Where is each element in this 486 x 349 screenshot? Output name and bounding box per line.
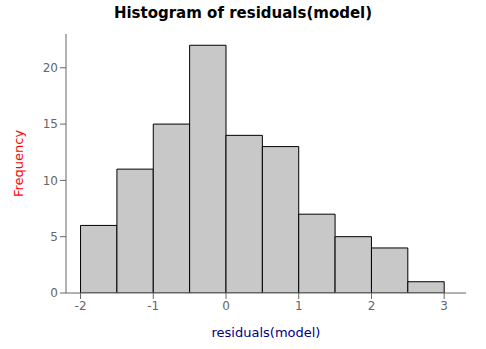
svg-text:5: 5 [50, 230, 58, 244]
svg-text:residuals(model): residuals(model) [212, 325, 321, 340]
svg-text:-1: -1 [147, 299, 159, 313]
svg-text:10: 10 [43, 174, 58, 188]
svg-text:15: 15 [43, 117, 58, 131]
svg-text:2: 2 [368, 299, 376, 313]
svg-text:3: 3 [440, 299, 448, 313]
svg-text:-2: -2 [75, 299, 87, 313]
svg-text:1: 1 [295, 299, 303, 313]
svg-text:0: 0 [222, 299, 230, 313]
svg-text:20: 20 [43, 61, 58, 75]
html-text:Histogram of residuals(model): Histogram of residuals(model) [113, 4, 373, 22]
svg-text:0: 0 [50, 286, 58, 300]
svg-text:Frequency: Frequency [11, 130, 26, 197]
